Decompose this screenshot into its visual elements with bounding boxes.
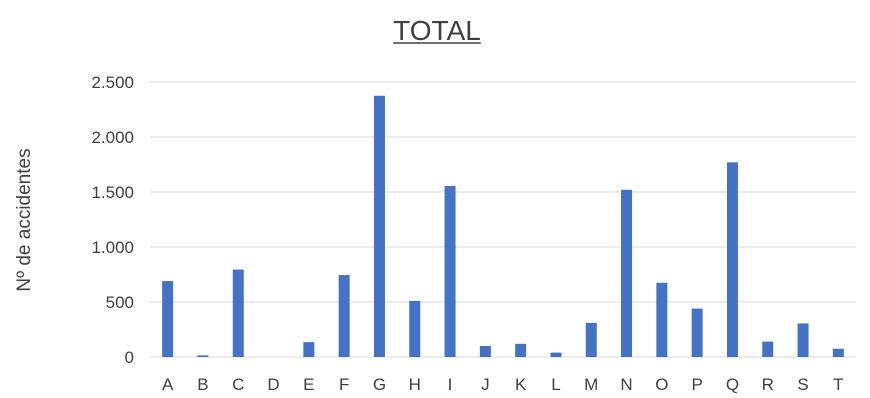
x-tick-label: J xyxy=(481,375,490,394)
bar-b xyxy=(197,355,209,357)
bar-a xyxy=(162,281,174,357)
bar-t xyxy=(832,348,844,357)
x-tick-label: D xyxy=(267,375,279,394)
gridlines xyxy=(150,81,856,358)
bar-q xyxy=(726,162,738,357)
y-tick-label: 2.500 xyxy=(91,73,134,92)
x-tick-label: N xyxy=(620,375,632,394)
x-tick-label: E xyxy=(303,375,314,394)
bar-i xyxy=(444,185,456,357)
bar-h xyxy=(409,300,421,357)
y-axis-label: Nº de accidentes xyxy=(14,148,35,291)
y-tick-label: 0 xyxy=(125,348,134,367)
bar-p xyxy=(691,308,703,357)
bar-r xyxy=(762,341,774,357)
bar-g xyxy=(373,95,385,357)
bar-e xyxy=(303,342,315,357)
x-tick-label: S xyxy=(797,375,808,394)
bar-m xyxy=(585,322,597,357)
x-tick-label: L xyxy=(551,375,560,394)
bar-l xyxy=(550,352,562,357)
bars xyxy=(162,95,844,357)
x-tick-label: A xyxy=(162,375,174,394)
x-tick-label: K xyxy=(515,375,527,394)
x-tick-label: P xyxy=(691,375,702,394)
bar-j xyxy=(479,346,491,357)
x-tick-label: Q xyxy=(726,375,739,394)
y-tick-label: 1.500 xyxy=(91,183,134,202)
x-tick-label: T xyxy=(833,375,843,394)
x-tick-label: H xyxy=(409,375,421,394)
bar-f xyxy=(338,275,350,357)
bar-c xyxy=(232,269,244,357)
x-tick-label: F xyxy=(339,375,349,394)
x-tick-label: C xyxy=(232,375,244,394)
bar-o xyxy=(656,282,668,357)
chart-title: TOTAL xyxy=(393,15,481,46)
x-tick-label: O xyxy=(655,375,668,394)
bar-n xyxy=(621,189,633,357)
x-tick-label: G xyxy=(373,375,386,394)
bar-k xyxy=(515,343,527,357)
y-axis-ticks: 0 500 1.000 1.500 2.000 2.500 xyxy=(91,73,134,367)
y-tick-label: 2.000 xyxy=(91,128,134,147)
y-tick-label: 500 xyxy=(106,293,134,312)
x-tick-label: M xyxy=(584,375,598,394)
x-axis-ticks: A B C D E F G H I J K L M N O P Q R S T xyxy=(162,375,844,394)
x-tick-label: B xyxy=(197,375,208,394)
bar-s xyxy=(797,323,809,357)
y-tick-label: 1.000 xyxy=(91,238,134,257)
x-tick-label: I xyxy=(448,375,453,394)
x-tick-label: R xyxy=(762,375,774,394)
